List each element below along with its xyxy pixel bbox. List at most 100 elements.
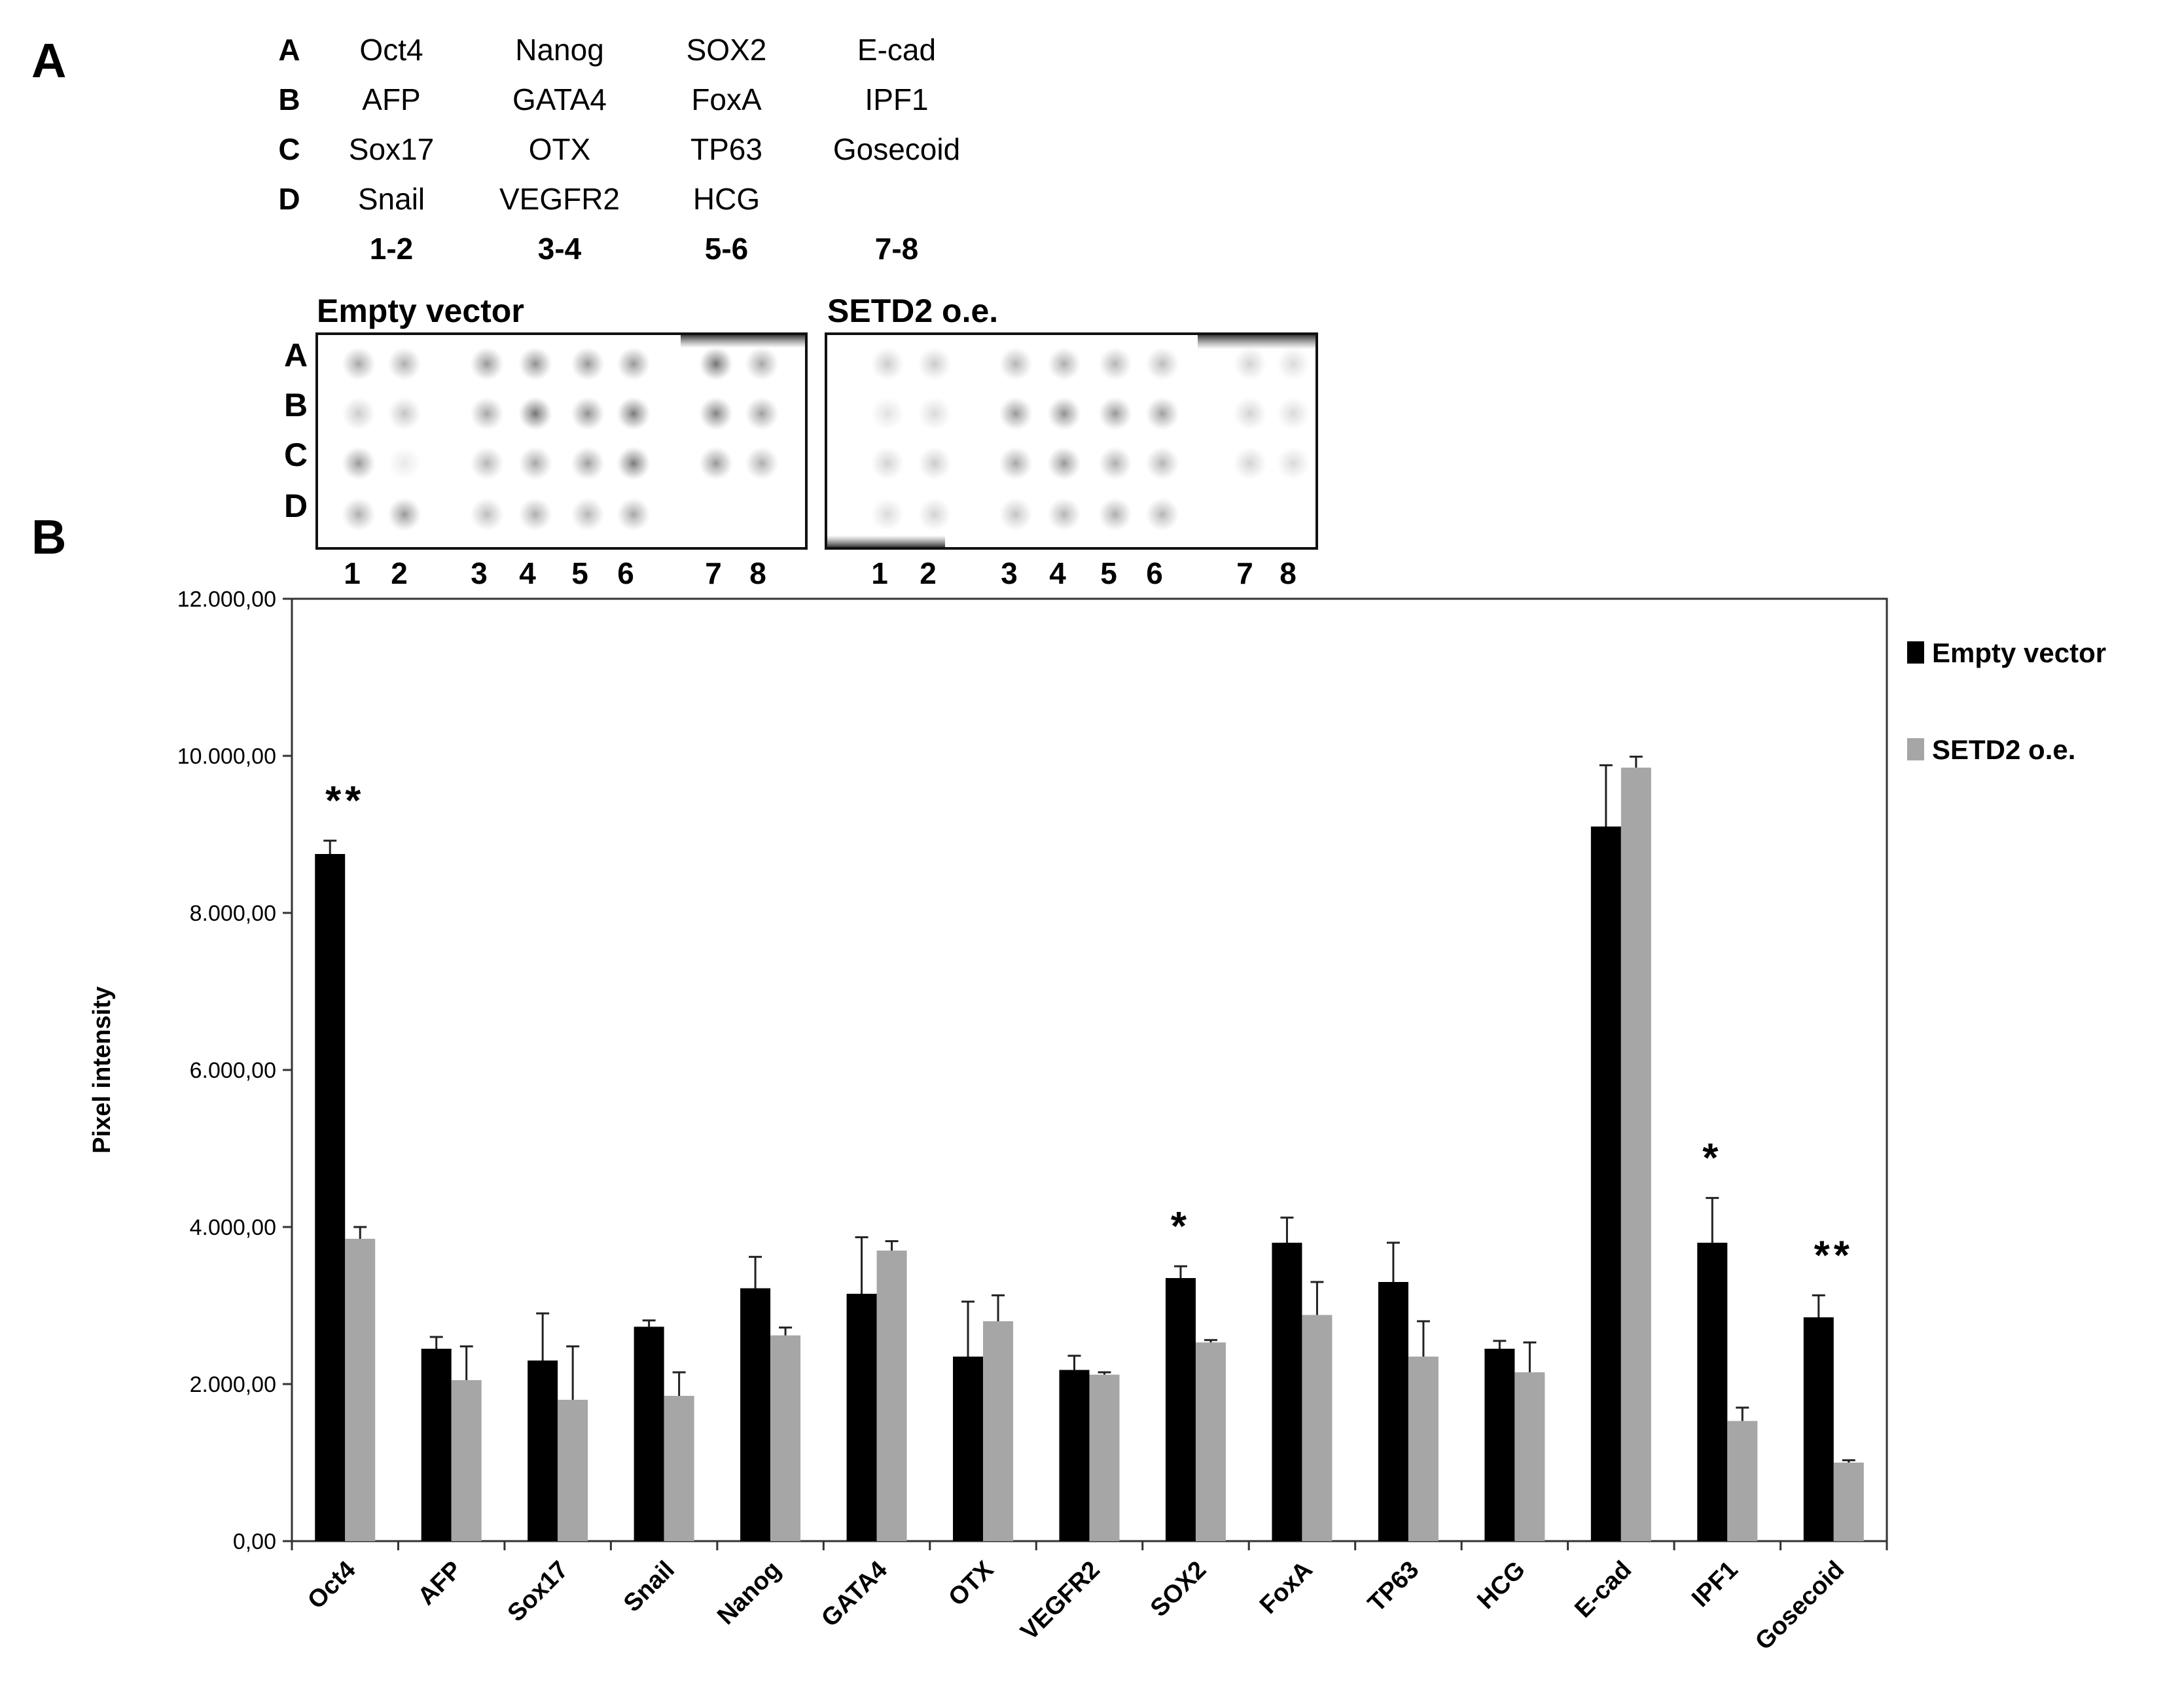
blot-spot <box>617 347 651 381</box>
grid-cell: Sox17 <box>349 132 434 166</box>
blot-spot <box>999 397 1033 431</box>
bar-setd2-oe <box>983 1321 1014 1541</box>
blot-spot <box>617 397 651 431</box>
x-tick-label: FoxA <box>1255 1556 1318 1620</box>
bar-empty-vector <box>528 1361 558 1541</box>
grid-row-label: D <box>278 182 300 216</box>
blot-row-label: B <box>284 387 308 423</box>
grid-cell: Snail <box>358 182 425 216</box>
bar-setd2-oe <box>1089 1374 1120 1541</box>
blot-spot <box>1047 446 1081 480</box>
grid-row-label: A <box>278 33 300 67</box>
blot-col-label: 8 <box>1279 556 1297 590</box>
bar-empty-vector <box>315 854 346 1541</box>
blot-spot <box>999 497 1033 531</box>
bar-empty-vector <box>1165 1278 1196 1541</box>
blot-col-label: 5 <box>571 556 588 590</box>
x-tick-label: Oct4 <box>302 1556 361 1614</box>
blot-col-label: 2 <box>920 556 937 590</box>
bar-setd2-oe <box>770 1335 801 1541</box>
bar-setd2-oe <box>1727 1421 1758 1541</box>
blot-spot <box>870 446 904 480</box>
grid-cell: OTX <box>529 132 591 166</box>
bar-empty-vector <box>740 1288 771 1541</box>
y-tick-label: 8.000,00 <box>190 901 276 926</box>
blot-spot <box>999 347 1033 381</box>
blot-col-label: 4 <box>519 556 536 590</box>
bar-empty-vector <box>1272 1243 1302 1541</box>
grid-cell: E-cad <box>857 33 936 67</box>
blot-col-label: 4 <box>1049 556 1066 590</box>
panel-b-letter: B <box>31 510 66 564</box>
blot-spot <box>571 397 605 431</box>
blot-spot <box>1276 446 1310 480</box>
bar-empty-vector <box>1697 1243 1728 1541</box>
bar-setd2-oe <box>1620 768 1651 1541</box>
legend-swatch-empty-vector <box>1907 641 1924 664</box>
blot-spot <box>1233 397 1267 431</box>
blot-spot <box>1145 446 1179 480</box>
bar-empty-vector <box>1803 1317 1834 1541</box>
blot-col-label: 1 <box>344 556 361 590</box>
blot-spot <box>470 397 504 431</box>
blot-spot <box>699 446 733 480</box>
blot-col-label: 2 <box>391 556 408 590</box>
legend-label-empty-vector: Empty vector <box>1932 637 2106 668</box>
panel-a-letter: A <box>31 33 66 88</box>
legend: Empty vector SETD2 o.e. <box>1907 637 2106 765</box>
blot-spot <box>1047 497 1081 531</box>
grid-col-group: 5-6 <box>705 232 748 266</box>
blot-spot <box>518 497 552 531</box>
blot-spot <box>571 497 605 531</box>
blot-spot <box>571 347 605 381</box>
x-tick-label: OTX <box>943 1556 999 1611</box>
blot-spot <box>1145 397 1179 431</box>
blot-spot <box>342 397 376 431</box>
blot-spot <box>571 446 605 480</box>
blot-spot <box>617 497 651 531</box>
bar-setd2-oe <box>876 1251 907 1541</box>
significance-marker: * <box>1702 1136 1722 1181</box>
bar-setd2-oe <box>1302 1315 1333 1541</box>
y-tick-label: 4.000,00 <box>190 1215 276 1240</box>
blot-spot <box>470 446 504 480</box>
bar-empty-vector <box>421 1349 452 1541</box>
bar-empty-vector <box>953 1357 984 1541</box>
bar-setd2-oe <box>558 1400 588 1541</box>
bar-setd2-oe <box>1514 1372 1545 1541</box>
blot-title-empty-vector: Empty vector <box>317 293 524 329</box>
blot-spot <box>1233 446 1267 480</box>
x-tick-label: Gosecoid <box>1750 1556 1850 1656</box>
x-tick-label: SOX2 <box>1145 1556 1211 1622</box>
x-tick-label: GATA4 <box>816 1556 893 1633</box>
legend-swatch-setd2 <box>1907 738 1924 760</box>
x-tick-label: E-cad <box>1569 1556 1637 1624</box>
blot-spot <box>1276 347 1310 381</box>
blot-col-label: 8 <box>749 556 766 590</box>
grid-col-group: 1-2 <box>370 232 413 266</box>
blot-spot <box>387 397 421 431</box>
blot-spot <box>342 497 376 531</box>
bar-setd2-oe <box>1833 1463 1864 1541</box>
significance-marker: ** <box>325 779 365 824</box>
blot-col-label: 7 <box>1236 556 1253 590</box>
blot-spot <box>1047 347 1081 381</box>
blot-empty-vector <box>315 332 808 550</box>
blot-spot <box>518 446 552 480</box>
bar-setd2-oe <box>451 1380 482 1541</box>
bar-empty-vector <box>1059 1370 1090 1541</box>
bar-empty-vector <box>1378 1282 1408 1541</box>
bar-empty-vector <box>1590 827 1621 1541</box>
grid-cell: Nanog <box>515 33 604 67</box>
y-tick-label: 6.000,00 <box>190 1058 276 1083</box>
grid-cell: SOX2 <box>687 33 767 67</box>
blot-spot <box>699 397 733 431</box>
blot-spot <box>387 497 421 531</box>
blot-spot <box>387 446 421 480</box>
y-tick-label: 0,00 <box>233 1529 276 1554</box>
x-tick-label: Snail <box>618 1556 680 1618</box>
y-tick-label: 10.000,00 <box>177 744 276 769</box>
significance-marker: * <box>1171 1204 1190 1249</box>
bar-setd2-oe <box>1408 1357 1439 1541</box>
blot-spot <box>870 397 904 431</box>
